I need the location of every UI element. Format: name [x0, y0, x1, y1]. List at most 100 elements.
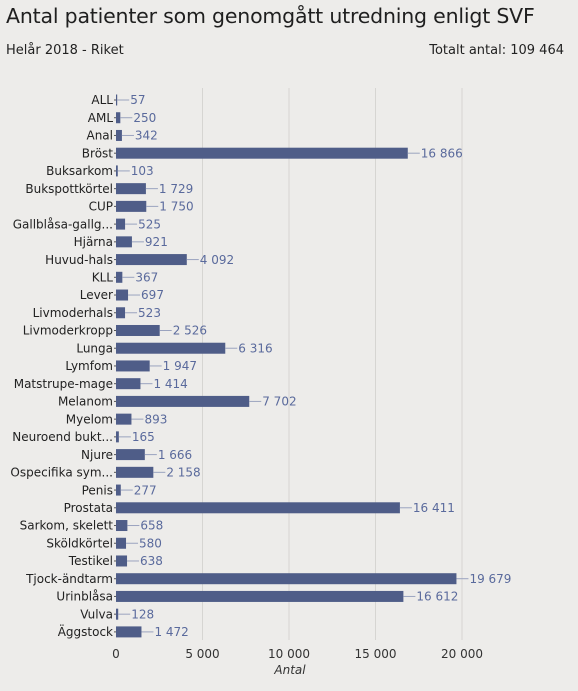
category-label: Gallblåsa-gallg...	[13, 217, 113, 231]
bar	[116, 395, 250, 407]
value-label: 525	[138, 217, 161, 231]
bar	[116, 200, 147, 212]
bar	[116, 147, 408, 159]
x-axis-label: Antal	[273, 663, 306, 677]
bar	[116, 218, 126, 230]
value-label: 16 866	[421, 146, 463, 160]
bar	[116, 520, 128, 532]
category-label: Vulva	[80, 607, 113, 621]
category-label: Matstrupe-mage	[14, 377, 113, 391]
value-label: 893	[144, 412, 167, 426]
bar	[116, 94, 118, 106]
value-label: 7 702	[262, 395, 296, 409]
bar	[116, 626, 142, 638]
category-label: Lever	[80, 288, 113, 302]
category-label: Penis	[82, 483, 113, 497]
value-label: 57	[130, 93, 145, 107]
x-tick-label: 5 000	[185, 647, 219, 661]
bar	[116, 466, 154, 478]
value-label: 103	[131, 164, 154, 178]
category-label: Äggstock	[58, 624, 113, 639]
x-tick-label: 0	[112, 647, 120, 661]
value-label: 2 158	[166, 466, 200, 480]
category-label: ALL	[91, 93, 113, 107]
category-label: Testikel	[68, 554, 113, 568]
value-label: 1 750	[159, 200, 193, 214]
value-label: 1 666	[158, 448, 192, 462]
value-label: 250	[133, 111, 156, 125]
chart-subtitle: Helår 2018 - Riket	[6, 43, 124, 58]
bar	[116, 254, 187, 266]
category-label: Hjärna	[74, 235, 113, 249]
value-label: 658	[140, 519, 163, 533]
value-label: 1 729	[159, 182, 193, 196]
bar	[116, 307, 126, 319]
bar	[116, 431, 119, 443]
value-label: 1 947	[163, 359, 197, 373]
value-label: 4 092	[200, 253, 234, 267]
value-label: 1 414	[153, 377, 187, 391]
x-tick-label: 15 000	[355, 647, 397, 661]
bar	[116, 129, 122, 141]
bar	[116, 324, 160, 336]
category-label: Urinblåsa	[56, 590, 113, 604]
value-label: 19 679	[469, 572, 511, 586]
value-label: 2 526	[173, 324, 207, 338]
category-label: Njure	[81, 448, 113, 462]
bar	[116, 183, 146, 195]
x-tick-label: 10 000	[268, 647, 310, 661]
bar	[116, 289, 129, 301]
bar	[116, 236, 132, 248]
category-label: Livmoderhals	[33, 306, 113, 320]
total-count: Totalt antal: 109 464	[429, 43, 564, 58]
bar	[116, 271, 123, 283]
bar	[116, 590, 404, 602]
category-label: KLL	[92, 271, 114, 285]
bar	[116, 449, 145, 461]
bar	[116, 502, 400, 514]
x-tick-label: 20 000	[441, 647, 483, 661]
category-label: Neuroend bukt...	[12, 430, 113, 444]
category-label: Melanom	[58, 395, 113, 409]
category-label: CUP	[89, 200, 113, 214]
bar	[116, 165, 118, 177]
value-label: 523	[138, 306, 161, 320]
bar	[116, 573, 457, 585]
value-label: 128	[131, 607, 154, 621]
bar	[116, 413, 132, 425]
category-label: Tjock-ändtarm	[25, 572, 113, 586]
category-label: Myelom	[66, 412, 113, 426]
value-label: 638	[140, 554, 163, 568]
bar	[116, 360, 150, 372]
value-label: 342	[135, 129, 158, 143]
bar	[116, 484, 121, 496]
value-label: 16 411	[413, 501, 455, 515]
category-label: Ospecifika sym...	[10, 466, 113, 480]
category-label: Huvud-hals	[45, 253, 113, 267]
bar	[116, 378, 141, 390]
value-label: 580	[139, 536, 162, 550]
category-label: Livmoderkropp	[23, 324, 113, 338]
category-label: Lymfom	[65, 359, 113, 373]
category-label: Sköldkörtel	[46, 536, 113, 550]
category-label: Bukspottkörtel	[25, 182, 113, 196]
value-label: 6 316	[238, 341, 272, 355]
category-label: AML	[88, 111, 114, 125]
bar	[116, 608, 119, 620]
bar	[116, 112, 121, 124]
value-label: 165	[132, 430, 155, 444]
bar	[116, 537, 127, 549]
category-label: Buksarkom	[46, 164, 113, 178]
bar	[116, 555, 128, 567]
category-label: Sarkom, skelett	[20, 519, 114, 533]
value-label: 697	[141, 288, 164, 302]
bar	[116, 342, 226, 354]
category-label: Prostata	[64, 501, 113, 515]
value-label: 921	[145, 235, 168, 249]
value-label: 277	[134, 483, 157, 497]
category-label: Lunga	[76, 341, 113, 355]
value-label: 367	[135, 271, 158, 285]
category-label: Anal	[86, 129, 113, 143]
category-label: Bröst	[82, 146, 113, 160]
